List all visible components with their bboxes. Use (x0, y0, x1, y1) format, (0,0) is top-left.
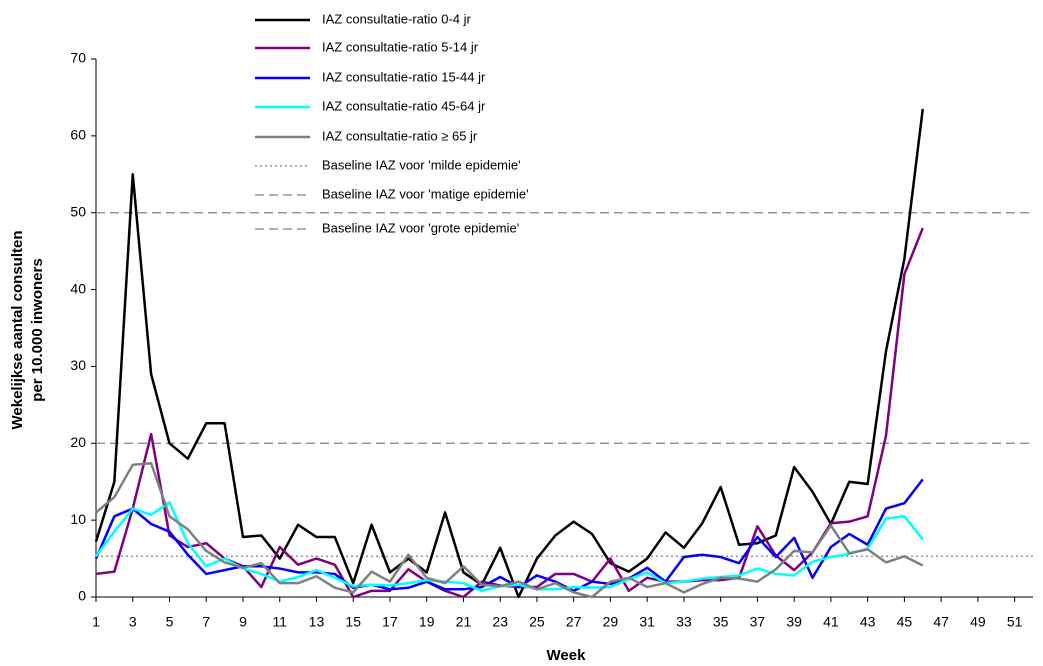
y-tick-label: 0 (78, 588, 86, 604)
legend-label: IAZ consultatie-ratio 45-64 jr (322, 98, 486, 113)
x-tick-label: 43 (860, 614, 876, 630)
x-axis-title: Week (547, 647, 587, 664)
legend-label: Baseline IAZ voor 'milde epidemie' (322, 157, 521, 172)
legend-label: Baseline IAZ voor 'grote epidemie' (322, 220, 519, 235)
x-tick-label: 23 (492, 614, 508, 630)
x-tick-label: 3 (129, 614, 137, 630)
x-tick-label: 41 (823, 614, 839, 630)
x-tick-label: 29 (603, 614, 619, 630)
series-line (94, 501, 924, 593)
legend-label: IAZ consultatie-ratio 5-14 jr (322, 39, 479, 54)
y-axis-title: per 10.000 inwoners (29, 258, 46, 401)
x-tick-label: 47 (933, 614, 949, 630)
y-axis-title-group: Wekelijkse aantal consulten per 10.000 i… (9, 231, 46, 430)
legend-label: Baseline IAZ voor 'matige epidemie' (322, 186, 529, 201)
x-tick-label: 35 (713, 614, 729, 630)
x-tick-label: 25 (529, 614, 545, 630)
x-tick-label: 7 (202, 614, 210, 630)
legend-label: IAZ consultatie-ratio 0-4 jr (322, 11, 472, 26)
x-tick-label: 31 (639, 614, 655, 630)
x-tick-label: 17 (382, 614, 398, 630)
series-line (94, 478, 924, 593)
x-tick-label: 33 (676, 614, 692, 630)
x-tick-label: 19 (419, 614, 435, 630)
y-tick-label: 60 (70, 127, 86, 143)
x-tick-label: 1 (92, 614, 100, 630)
x-tick-label: 11 (272, 614, 287, 630)
x-tick-label: 27 (566, 614, 582, 630)
legend-label: IAZ consultatie-ratio ≥ 65 jr (322, 128, 478, 143)
y-tick-label: 10 (70, 511, 86, 527)
x-tick-label: 45 (897, 614, 913, 630)
y-tick-label: 20 (70, 434, 86, 450)
y-tick-label: 50 (70, 203, 86, 219)
series-line (95, 462, 924, 599)
x-tick-label: 21 (456, 614, 472, 630)
x-tick-label: 15 (345, 614, 361, 630)
x-tick-label: 39 (786, 614, 802, 630)
y-tick-label: 30 (70, 357, 86, 373)
y-tick-label: 70 (70, 50, 86, 66)
x-tick-label: 13 (309, 614, 325, 630)
x-tick-label: 37 (750, 614, 766, 630)
y-tick-label: 40 (70, 280, 86, 296)
y-axis-title: Wekelijkse aantal consulten (9, 231, 26, 430)
series-line (95, 227, 924, 599)
x-tick-label: 5 (166, 614, 174, 630)
x-tick-label: 51 (1007, 614, 1023, 630)
series-line (94, 108, 925, 599)
legend-label: IAZ consultatie-ratio 15-44 jr (322, 69, 486, 84)
x-tick-label: 49 (970, 614, 986, 630)
x-tick-label: 9 (239, 614, 247, 630)
